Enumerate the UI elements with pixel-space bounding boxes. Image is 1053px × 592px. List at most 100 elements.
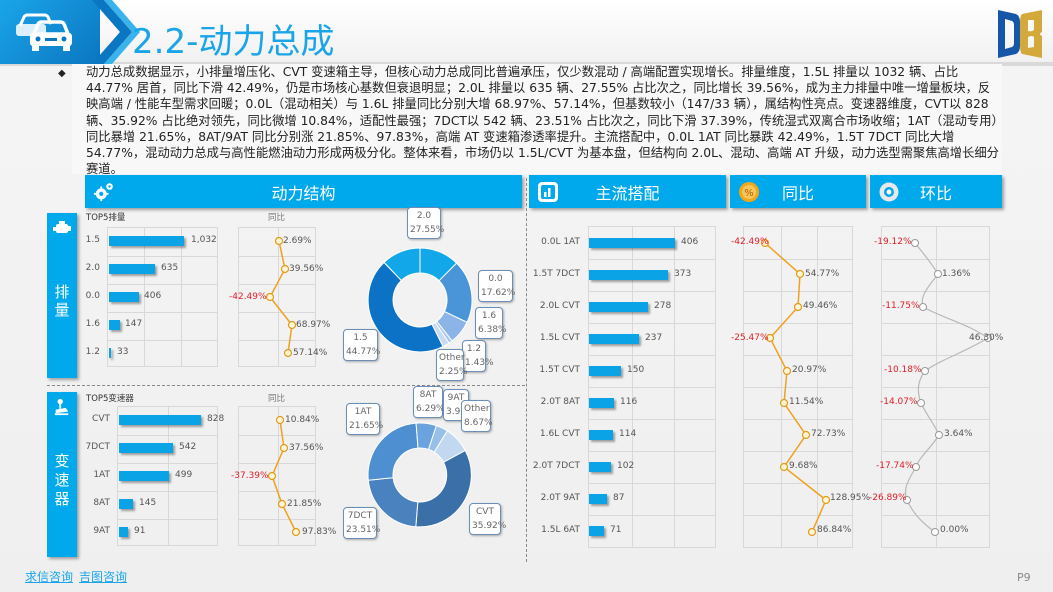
engine-icon — [53, 221, 71, 233]
mom-value: 0.00% — [940, 525, 969, 535]
mainstream-mom-chart — [881, 226, 990, 548]
section-mom: 环比 — [870, 175, 1002, 208]
bar-value: 406 — [681, 237, 699, 247]
mom-value-negative: -10.18% — [884, 365, 922, 375]
yoy-value: 39.56% — [289, 264, 324, 274]
percent-icon: % — [739, 182, 759, 202]
category-label: 2.0 — [85, 263, 100, 273]
bar-value: 1,032 — [191, 235, 217, 245]
bar-value: 499 — [175, 470, 193, 480]
donut-callout: Other 2.25% — [436, 349, 468, 381]
bar — [119, 443, 173, 453]
category-label: 1.6 — [85, 319, 100, 329]
category-label: 1.5 — [85, 235, 100, 245]
bar — [589, 302, 648, 312]
side-label-displacement-2: 量 — [54, 301, 70, 319]
donut-callout: 8AT 6.29% — [413, 386, 445, 418]
yoy-value: 20.97% — [792, 365, 827, 375]
footer-link-jitu[interactable]: 吉图咨询 — [79, 570, 128, 584]
bar-value: 91 — [134, 526, 146, 536]
category-label: 1.2 — [85, 347, 100, 357]
DB-logo-icon — [998, 10, 1042, 58]
divider-vertical — [526, 178, 527, 562]
yoy-value: 72.73% — [811, 429, 846, 439]
section-yoy-label: 同比 — [781, 183, 814, 203]
bar — [119, 471, 169, 481]
yoy-value: 11.54% — [789, 397, 824, 407]
bar-value: 150 — [627, 365, 645, 375]
bar-chart-icon — [538, 182, 558, 202]
mainstream-bar-chart — [588, 226, 716, 548]
displacement-yoy-line — [265, 236, 297, 358]
bullet-icon: ◆ — [58, 68, 66, 79]
yoy-value: 10.84% — [285, 415, 320, 425]
category-label: 1AT — [93, 470, 110, 480]
bar — [589, 526, 604, 536]
side-label-transmission-3: 器 — [54, 490, 70, 508]
category-label: 2.0T 7DCT — [532, 461, 580, 471]
category-label: 1.5T 7DCT — [532, 269, 580, 279]
side-bar-displacement: 排 量 — [47, 213, 77, 378]
yoy-value: 2.69% — [283, 236, 312, 246]
category-label: 1.5L 6AT — [541, 525, 580, 535]
bar-value: 278 — [654, 301, 672, 311]
donut-callout: 2.0 27.55% — [407, 207, 444, 239]
footer-link-qiuxin[interactable]: 求信咨询 — [25, 570, 74, 584]
bar-value: 542 — [179, 442, 197, 452]
bar — [589, 334, 639, 344]
bar-value: 71 — [610, 525, 622, 535]
bar — [589, 494, 607, 504]
category-label: 1.6L CVT — [539, 429, 580, 439]
yoy-value: 37.56% — [289, 443, 324, 453]
yoy-value-negative: -37.39% — [231, 471, 269, 481]
gear-shifter-icon — [54, 398, 69, 416]
bar — [589, 462, 611, 472]
donut-callout: 1.2 1.43% — [462, 340, 494, 372]
yoy-value-negative: -25.47% — [731, 333, 769, 343]
yoy-value-negative: -42.49% — [229, 292, 267, 302]
mom-value-negative: -11.75% — [882, 301, 920, 311]
transmission-yoy-title: 同比 — [268, 394, 286, 404]
displacement-donut-chart — [367, 247, 473, 353]
bar — [109, 320, 120, 330]
bar — [589, 430, 613, 440]
bar-value: 114 — [619, 429, 637, 439]
section-yoy: % 同比 — [730, 175, 866, 208]
category-label: 2.0T 8AT — [540, 397, 580, 407]
bar — [589, 270, 668, 280]
donut-callout: 1AT 21.65% — [346, 403, 383, 435]
donut-callout: CVT 35.92% — [469, 503, 506, 535]
mainstream-mom-line — [903, 239, 992, 536]
bar — [119, 415, 201, 425]
category-label: 1.5L CVT — [539, 333, 580, 343]
category-label: 0.0 — [85, 291, 100, 301]
bar — [109, 264, 155, 274]
ring-icon — [879, 182, 899, 202]
bar-value: 373 — [674, 269, 692, 279]
mom-value: 3.64% — [944, 429, 973, 439]
bar-value: 635 — [161, 263, 179, 273]
section-power-structure: 动力结构 — [85, 175, 522, 208]
yoy-value: 57.14% — [293, 348, 328, 358]
bar — [589, 238, 675, 248]
bar-value: 116 — [620, 397, 638, 407]
yoy-value: 86.84% — [817, 525, 852, 535]
yoy-value: 128.95% — [830, 493, 871, 503]
page-number: P9 — [1017, 571, 1031, 584]
category-label: CVT — [92, 414, 110, 424]
bar-value: 147 — [125, 319, 143, 329]
svg-text:%: % — [744, 188, 754, 199]
divider-horizontal — [47, 385, 525, 386]
side-label-transmission-1: 变 — [54, 452, 70, 470]
bar — [119, 499, 133, 509]
bar-value: 406 — [144, 291, 162, 301]
transmission-yoy-line — [267, 415, 301, 537]
side-label-transmission-2: 速 — [54, 471, 70, 489]
bar-value: 237 — [645, 333, 663, 343]
side-label-displacement-1: 排 — [54, 283, 70, 301]
mom-value-negative: -26.89% — [869, 493, 907, 503]
section-mainstream: 主流搭配 — [529, 175, 726, 208]
bar — [119, 527, 128, 537]
top5-displacement-title: TOP5排量 — [86, 213, 126, 223]
section-mainstream-label: 主流搭配 — [595, 183, 660, 203]
